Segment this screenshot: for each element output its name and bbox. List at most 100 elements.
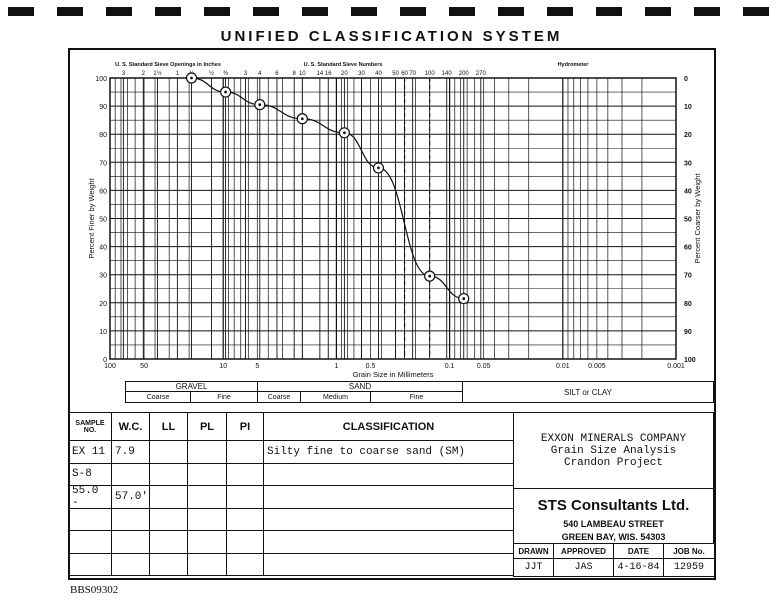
table-cell <box>263 530 514 554</box>
table-cell: S-8 <box>68 462 112 486</box>
table-cell <box>187 485 227 509</box>
table-cell <box>187 440 227 464</box>
table-cell <box>149 462 188 486</box>
x-axis-title: Grain Size in Millimeters <box>353 370 434 379</box>
y-right-tick-label: 70 <box>684 273 692 280</box>
gradation-sand-coarse: Coarse <box>257 391 301 403</box>
y-tick-label: 90 <box>99 104 107 111</box>
x-tick-label: 0.1 <box>445 363 455 370</box>
table-cell <box>263 485 514 509</box>
y-right-tick-label: 80 <box>684 301 692 308</box>
punch-mark <box>743 7 769 16</box>
table-cell <box>226 462 264 486</box>
signoff-header: DATE <box>613 543 664 559</box>
punch-mark <box>253 7 279 16</box>
y-tick-label: 0 <box>103 357 107 364</box>
punch-mark <box>400 7 426 16</box>
x-tick-label: 0.5 <box>366 363 376 370</box>
y-tick-label: 40 <box>99 245 107 252</box>
punch-mark <box>351 7 377 16</box>
y-right-tick-label: 10 <box>684 104 692 111</box>
y-right-tick-label: 60 <box>684 245 692 252</box>
y-tick-label: 30 <box>99 273 107 280</box>
table-cell <box>226 440 264 464</box>
form-frame <box>68 48 716 580</box>
y-tick-label: 50 <box>99 217 107 224</box>
y-right-tick-label: 0 <box>684 76 688 83</box>
punch-mark <box>498 7 524 16</box>
punch-mark <box>204 7 230 16</box>
document-id: BBS09302 <box>70 584 119 596</box>
hydrometer-label: Hydrometer <box>558 62 590 68</box>
sieve-number-label: 70 <box>409 71 416 77</box>
column-header: PI <box>226 412 264 441</box>
client-line1: EXXON MINERALS COMPANY <box>540 432 687 445</box>
page-title: UNIFIED CLASSIFICATION SYSTEM <box>220 28 563 45</box>
sieve-number-label: 40 <box>375 71 382 77</box>
y-right-tick-label: 40 <box>684 188 692 195</box>
table-cell: Silty fine to coarse sand (SM) <box>263 440 514 464</box>
sieve-inch-axis-title: U. S. Standard Sieve Openings in Inches <box>115 62 221 68</box>
column-header: CLASSIFICATION <box>263 412 514 441</box>
x-tick-label: 0.01 <box>556 363 570 370</box>
punch-mark <box>57 7 83 16</box>
column-header: SAMPLE NO. <box>68 412 112 441</box>
column-header: PL <box>187 412 227 441</box>
sieve-number-label: 4 <box>258 71 262 77</box>
x-tick-label: 0.005 <box>588 363 606 370</box>
gradation-gravel-coarse: Coarse <box>125 391 191 403</box>
table-cell <box>187 507 227 531</box>
gradation-sand-fine: Fine <box>370 391 463 403</box>
punch-mark <box>645 7 671 16</box>
data-point-center <box>462 297 466 300</box>
signoff-value: 12959 <box>663 558 715 577</box>
table-cell: 7.9 <box>111 440 150 464</box>
column-header: W.C. <box>111 412 150 441</box>
gradation-gravel-fine: Fine <box>190 391 258 403</box>
client-line3: Crandon Project <box>563 456 664 469</box>
signoff-value: 4-16-84 <box>613 558 664 577</box>
x-tick-label: 50 <box>140 363 148 370</box>
x-tick-label: 0.05 <box>477 363 491 370</box>
punch-mark <box>302 7 328 16</box>
table-cell <box>149 440 188 464</box>
sieve-number-label: 20 <box>341 71 348 77</box>
x-tick-label: 0.001 <box>667 363 685 370</box>
sieve-number-label: 50 <box>392 71 399 77</box>
column-header: LL <box>149 412 188 441</box>
table-cell <box>149 485 188 509</box>
x-tick-label: 5 <box>255 363 259 370</box>
table-cell <box>263 507 514 531</box>
punch-mark <box>449 7 475 16</box>
signoff-header: DRAWN <box>513 543 554 559</box>
y-tick-label: 20 <box>99 301 107 308</box>
sieve-number-label: 14 <box>317 71 324 77</box>
table-cell <box>149 507 188 531</box>
table-cell <box>187 552 227 576</box>
y-tick-label: 10 <box>99 329 107 336</box>
x-tick-label: 1 <box>334 363 338 370</box>
signoff-value: JJT <box>513 558 554 577</box>
punch-mark <box>155 7 181 16</box>
data-point-center <box>342 131 346 135</box>
sieve-number-label: 200 <box>459 71 470 77</box>
table-cell <box>111 462 150 486</box>
grain-size-chart: 0102030405060708090100100908070605040302… <box>87 62 702 379</box>
y-right-tick-label: 90 <box>684 329 692 336</box>
sieve-number-label: 3 <box>244 71 248 77</box>
silt-clay-label: SILT or CLAY <box>462 381 714 403</box>
sieve-inch-label: 2 <box>142 71 146 77</box>
signoff-header: JOB No. <box>663 543 715 559</box>
firm-block: STS Consultants Ltd. 540 LAMBEAU STREET GR… <box>513 488 714 544</box>
sieve-number-label: 30 <box>358 71 365 77</box>
x-tick-label: 10 <box>219 363 227 370</box>
sieve-number-label: 140 <box>442 71 453 77</box>
sieve-inch-label: 1½ <box>153 70 161 77</box>
firm-name: STS Consultants Ltd. <box>537 497 690 515</box>
sieve-number-label: 8 <box>293 71 297 77</box>
table-cell <box>226 507 264 531</box>
punch-mark <box>8 7 34 16</box>
table-cell <box>68 507 112 531</box>
table-cell <box>149 530 188 554</box>
sieve-number-label: 16 <box>325 71 332 77</box>
